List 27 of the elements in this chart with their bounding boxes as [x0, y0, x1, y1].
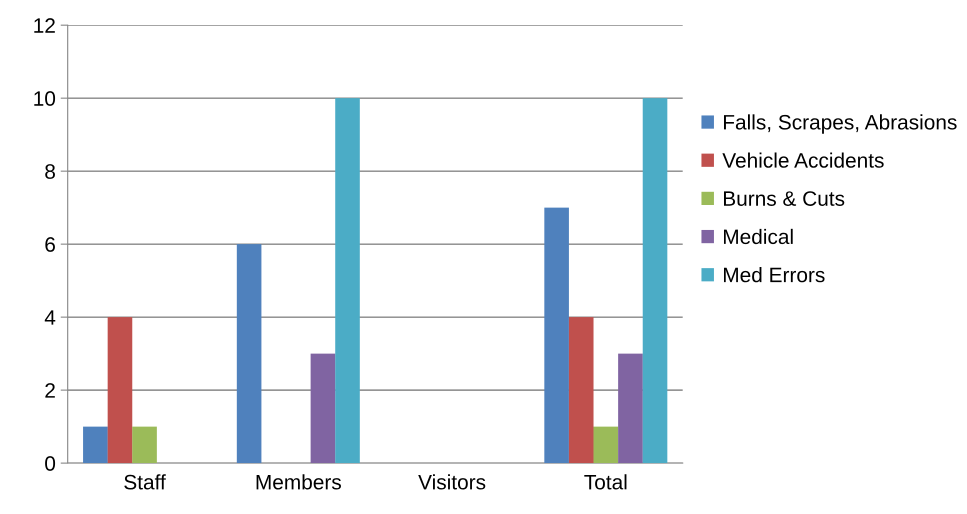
bar [335, 98, 360, 464]
x-tick-label: Members [256, 474, 341, 490]
bar [618, 354, 643, 464]
y-tick-label: 2 [45, 383, 55, 398]
bar [132, 426, 157, 464]
bar [310, 354, 336, 464]
legend-label: Med Errors [724, 266, 825, 282]
bar [236, 244, 262, 464]
y-tick-label: 10 [34, 91, 56, 106]
bar [83, 426, 108, 464]
bar [594, 426, 618, 464]
legend-label: Vehicle Accidents [722, 152, 884, 168]
y-tick-label: 8 [45, 164, 55, 179]
y-tick-label: 6 [45, 237, 55, 252]
bar [108, 317, 132, 464]
y-tick-label: 12 [34, 18, 55, 33]
bar [642, 98, 668, 464]
y-tick-label: 4 [44, 310, 56, 325]
legend-label: Falls, Scrapes, Abrasions [724, 114, 957, 134]
bar [544, 208, 569, 464]
x-tick-label: Total [584, 474, 626, 490]
legend-label: Burns & Cuts [724, 191, 844, 206]
x-tick-label: Staff [124, 474, 166, 490]
y-tick-label: 0 [45, 456, 56, 471]
legend-label: Medical [724, 228, 793, 244]
x-tick-label: Visitors [418, 474, 486, 490]
bar [568, 317, 594, 464]
